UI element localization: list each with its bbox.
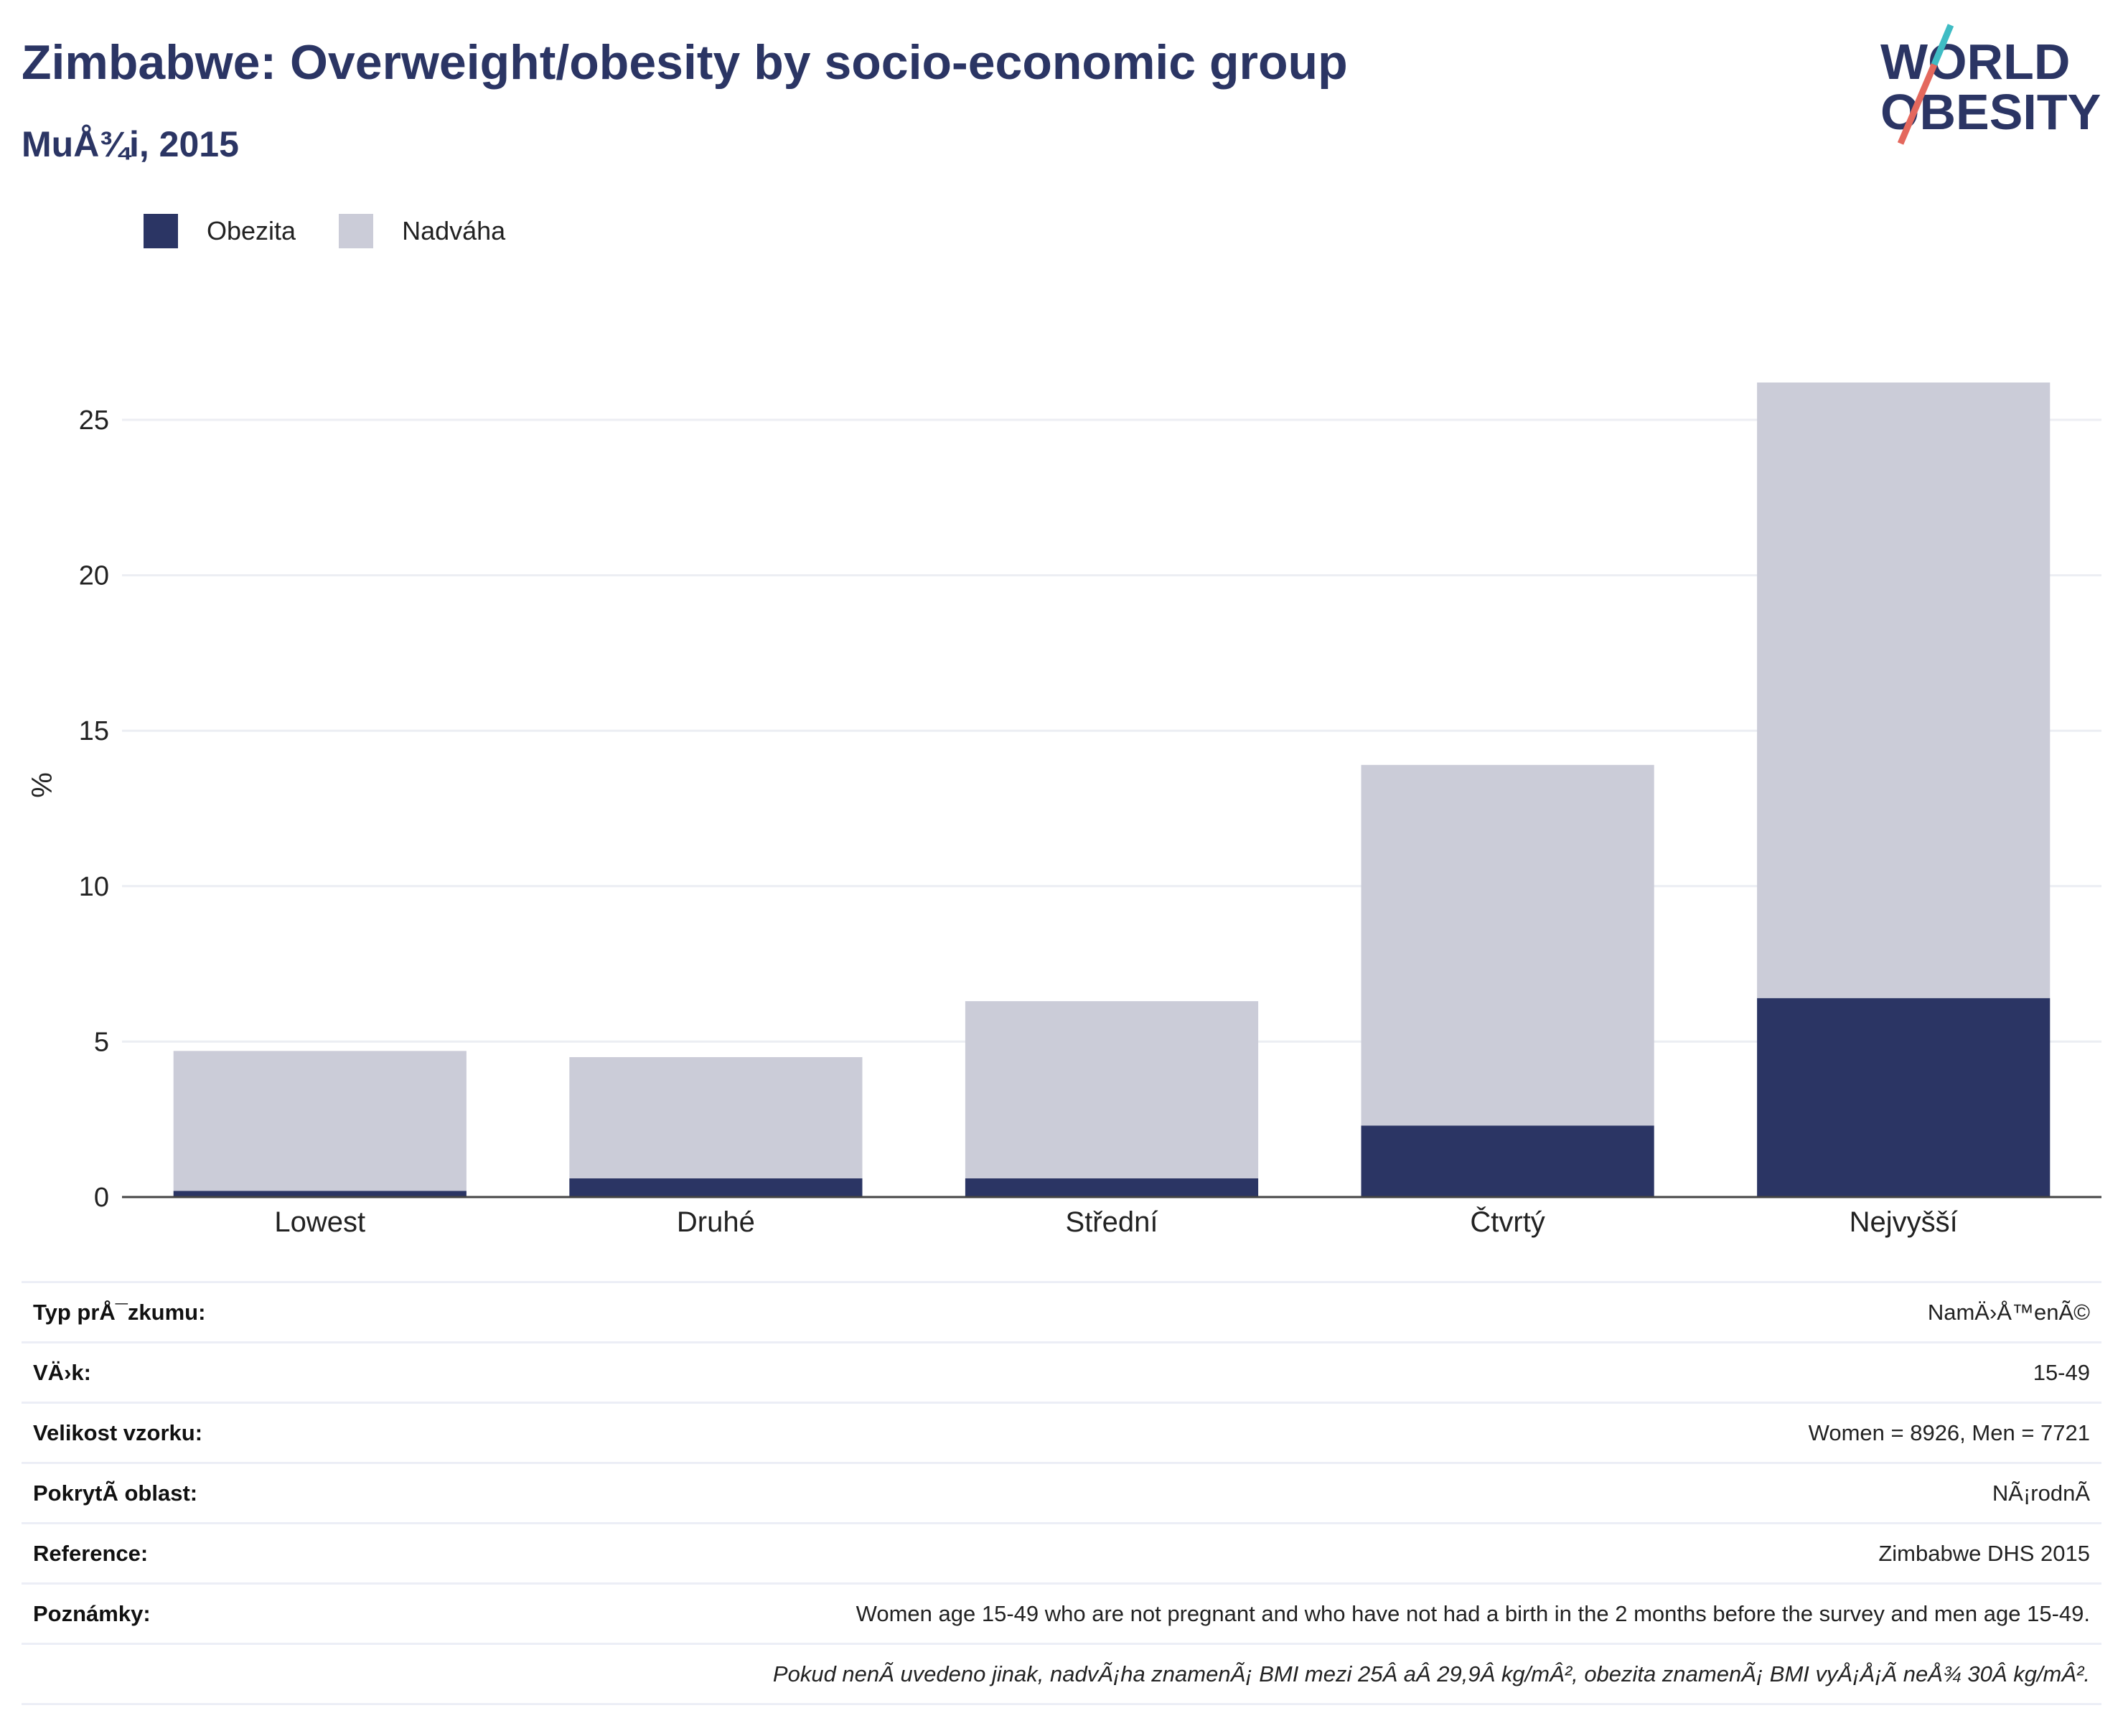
bar-nadvaha-1 [569,1057,863,1179]
bar-nadvaha-2 [965,1001,1259,1179]
info-label: Reference: [22,1522,403,1584]
info-label: Poznámky: [22,1582,403,1644]
legend-label-obezita: Obezita [207,216,296,245]
info-row-footnote: Pokud nenÃ­ uvedeno jinak, nadvÃ¡ha znam… [22,1643,2101,1705]
y-tick-label: 5 [94,1027,109,1057]
x-tick-label: Lowest [274,1206,365,1238]
info-value: Women age 15-49 who are not pregnant and… [403,1582,2101,1644]
chart-title: Zimbabwe: Overweight/obesity by socio-ec… [22,35,1348,90]
y-tick-label: 20 [79,561,109,591]
logo-slash-red [1897,63,1938,145]
info-row-age: VÄ›k: 15-49 [22,1341,2101,1403]
info-label: Velikost vzorku: [22,1402,403,1463]
y-axis-label: % [27,772,58,798]
info-value: Women = 8926, Men = 7721 [403,1402,2101,1463]
info-row-reference: Reference: Zimbabwe DHS 2015 [22,1522,2101,1584]
footnote-text: Pokud nenÃ­ uvedeno jinak, nadvÃ¡ha znam… [22,1643,2101,1705]
bar-nadvaha-0 [173,1051,467,1191]
info-row-survey-type: Typ prÅ¯zkumu: NamÄ›Å™enÃ© [22,1281,2101,1343]
y-tick-label: 25 [79,405,109,436]
survey-info-table: Typ prÅ¯zkumu: NamÄ›Å™enÃ© VÄ›k: 15-49 V… [22,1281,2101,1705]
bar-obezita-3 [1361,1125,1654,1197]
y-tick-label: 10 [79,872,109,902]
chart-subtitle: MuÅ¾i, 2015 [22,124,239,164]
bar-nadvaha-3 [1361,764,1654,1126]
logo-slash-teal [1931,24,1954,66]
bar-obezita-4 [1757,998,2051,1197]
bar-nadvaha-4 [1757,382,2051,998]
x-tick-label: Střední [1066,1206,1158,1238]
x-tick-label: Druhé [677,1206,755,1238]
y-tick-label: 0 [94,1183,109,1213]
world-obesity-logo: WORLD OBESITY [1880,24,2101,145]
legend-label-nadvaha: Nadváha [402,216,506,245]
x-tick-label: Čtvrtý [1470,1206,1545,1238]
legend-item-obezita[interactable]: Obezita [144,214,296,248]
bar-obezita-2 [965,1178,1259,1197]
bar-obezita-1 [569,1178,863,1197]
info-value: NamÄ›Å™enÃ© [403,1281,2101,1343]
info-label: VÄ›k: [22,1341,403,1403]
x-tick-label: Nejvyšší [1850,1206,1958,1238]
logo-text-world: WORLD [1880,34,2070,90]
chart-legend: Obezita Nadváha [144,214,548,248]
info-value: 15-49 [403,1341,2101,1403]
legend-swatch-obezita [144,214,178,248]
bar-chart: 0 5 10 15 20 25% Lowest Druhé Střední Čtvrtý Nejvy… [27,382,2101,1238]
info-row-sample-size: Velikost vzorku: Women = 8926, Men = 772… [22,1402,2101,1463]
y-tick-label: 15 [79,716,109,746]
legend-item-nadvaha[interactable]: Nadváha [339,214,505,248]
bar-obezita-0 [173,1191,467,1197]
info-row-notes: Poznámky: Women age 15-49 who are not pr… [22,1582,2101,1644]
info-label: PokrytÃ­ oblast: [22,1462,403,1524]
legend-swatch-nadvaha [339,214,374,248]
info-value: NÃ¡rodnÃ­ [403,1462,2101,1524]
info-label: Typ prÅ¯zkumu: [22,1281,403,1343]
info-value: Zimbabwe DHS 2015 [403,1522,2101,1584]
info-row-coverage: PokrytÃ­ oblast: NÃ¡rodnÃ­ [22,1462,2101,1524]
